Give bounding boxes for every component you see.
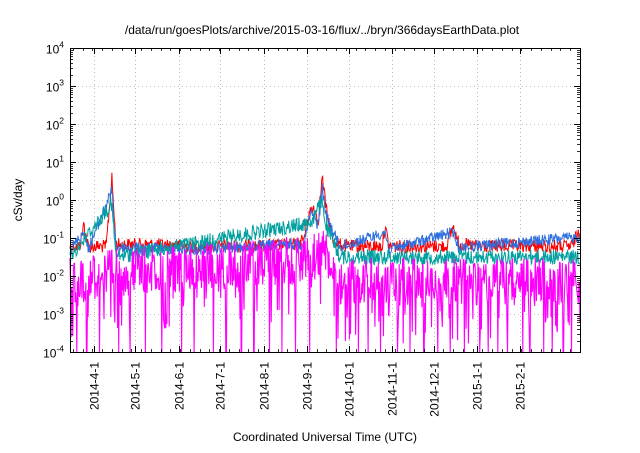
x-tick-label: 2014-12-1 bbox=[428, 362, 442, 417]
series-line bbox=[69, 195, 581, 266]
y-tick-exponent: -1 bbox=[56, 230, 64, 240]
chart-title: /data/run/goesPlots/archive/2015-03-16/f… bbox=[125, 23, 520, 37]
y-tick-base: 10 bbox=[46, 43, 60, 57]
y-tick-label: 104 bbox=[46, 40, 64, 57]
x-tick-label: 2014-6-1 bbox=[173, 362, 187, 410]
y-tick-exponent: 2 bbox=[59, 116, 64, 126]
x-tick-label: 2014-5-1 bbox=[129, 362, 143, 410]
y-tick-label: 10-1 bbox=[43, 230, 64, 247]
x-tick-label: 2015-2-1 bbox=[514, 362, 528, 410]
y-tick-exponent: -3 bbox=[56, 306, 64, 316]
x-axis-label: Coordinated Universal Time (UTC) bbox=[233, 430, 417, 444]
y-tick-label: 10-4 bbox=[43, 344, 64, 361]
x-tick-label: 2014-11-1 bbox=[386, 362, 400, 416]
x-tick-label: 2014-10-1 bbox=[343, 362, 357, 417]
x-tick-label: 2014-4-1 bbox=[88, 362, 102, 410]
x-tick-label: 2014-9-1 bbox=[301, 362, 315, 410]
y-tick-exponent: -4 bbox=[56, 344, 64, 354]
y-tick-label: 10-2 bbox=[43, 268, 64, 285]
y-axis-label: cSv/day bbox=[11, 179, 25, 222]
x-tick-label: 2014-7-1 bbox=[214, 362, 228, 410]
y-tick-label: 100 bbox=[46, 192, 64, 209]
x-tick-label: 2015-1-1 bbox=[471, 362, 485, 410]
y-tick-exponent: 3 bbox=[59, 78, 64, 88]
y-tick-base: 10 bbox=[46, 81, 60, 95]
y-tick-base: 10 bbox=[46, 119, 60, 133]
y-tick-base: 10 bbox=[46, 195, 60, 209]
series-line bbox=[69, 230, 581, 353]
y-tick-exponent: 0 bbox=[59, 192, 64, 202]
y-tick-base: 10 bbox=[43, 233, 57, 247]
y-tick-label: 10-3 bbox=[43, 306, 64, 323]
y-tick-base: 10 bbox=[43, 347, 57, 361]
y-tick-base: 10 bbox=[43, 271, 57, 285]
x-tick-labels: 2014-4-1 2014-5-1 2014-6-1 2014-7-1 2014-8-1… bbox=[88, 362, 528, 417]
tick-layer bbox=[70, 48, 580, 353]
y-tick-exponent: -2 bbox=[56, 268, 64, 278]
data-layer bbox=[69, 172, 581, 353]
x-tick-label: 2014-8-1 bbox=[258, 362, 272, 410]
y-tick-base: 10 bbox=[46, 157, 60, 171]
y-tick-base: 10 bbox=[43, 309, 57, 323]
y-tick-label: 101 bbox=[46, 154, 64, 171]
y-tick-label: 103 bbox=[46, 78, 64, 95]
y-tick-exponent: 4 bbox=[59, 40, 64, 50]
y-tick-exponent: 1 bbox=[59, 154, 64, 164]
y-tick-label: 102 bbox=[46, 116, 64, 133]
